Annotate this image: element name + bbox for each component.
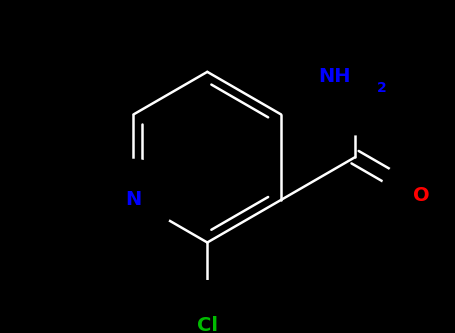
Circle shape (301, 27, 409, 135)
Circle shape (381, 155, 455, 236)
Circle shape (93, 160, 174, 240)
Circle shape (162, 281, 252, 333)
Text: Cl: Cl (197, 316, 218, 333)
Text: O: O (413, 186, 430, 205)
Text: N: N (125, 190, 142, 209)
Text: 2: 2 (377, 81, 387, 95)
Text: NH: NH (318, 67, 351, 86)
